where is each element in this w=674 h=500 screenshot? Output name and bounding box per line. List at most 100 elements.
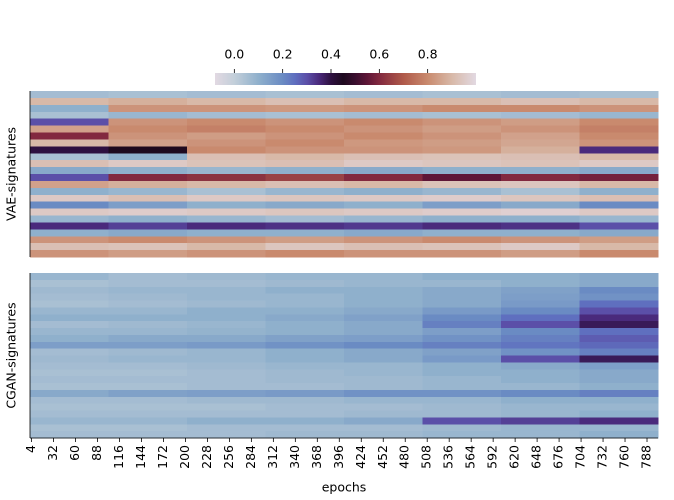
heatmap-cell [501,273,580,281]
heatmap-cell [344,201,423,209]
heatmap-cell [579,314,659,322]
y-axis-label: VAE-signatures [4,127,19,221]
heatmap-cell [30,97,109,106]
heatmap-cell [579,222,659,230]
heatmap-cell [30,396,109,405]
heatmap-cell [108,153,188,161]
heatmap-cell [579,369,659,377]
heatmap-cell [187,229,266,237]
heatmap-cell [422,153,502,161]
heatmap-cell [579,279,659,288]
heatmap-cell [108,236,188,244]
heatmap-cell [108,132,188,140]
heatmap-cell [344,396,423,405]
heatmap-cell [422,97,502,106]
heatmap-cell [187,146,266,154]
heatmap-cell [30,125,109,133]
heatmap-cell [265,431,345,439]
heatmap-cell [108,341,188,350]
x-tick-label: 480 [397,445,412,469]
y-axis-label: CGAN-signatures [4,302,19,408]
heatmap-cell [344,187,423,196]
heatmap-cell [265,104,345,113]
heatmap-cell [108,250,188,258]
heatmap-cell [422,410,502,418]
heatmap-cell [579,208,659,216]
heatmap-cell [30,417,109,425]
heatmap-cell [30,194,109,203]
heatmap-cell [187,334,266,343]
heatmap-cell [501,91,580,99]
heatmap-cell [187,300,266,308]
heatmap-cell [422,334,502,343]
heatmap-cell [501,321,580,329]
heatmap-cell [579,250,659,258]
heatmap-cell [265,194,345,203]
heatmap-cell [108,104,188,113]
heatmap-cell [579,118,659,126]
heatmap-cell [187,321,266,329]
heatmap-cell [187,369,266,377]
heatmap-cell [187,132,266,140]
heatmap-cell [422,250,502,258]
heatmap-cell [265,389,345,398]
heatmap-cell [579,383,659,391]
heatmap-cell [422,194,502,203]
heatmap-cell [422,286,502,295]
heatmap-cell [30,286,109,295]
heatmap-cell [422,293,502,301]
heatmap-cell [501,293,580,301]
heatmap-cell [344,243,423,251]
heatmap-cell [108,222,188,230]
heatmap-cell [344,125,423,133]
heatmap-cell [187,187,266,196]
heatmap-cell [344,383,423,391]
heatmap-cell [30,118,109,126]
heatmap-cell [108,111,188,120]
heatmap-cell [579,355,659,363]
heatmap-cell [579,194,659,203]
heatmap-cell [265,132,345,140]
heatmap-cell [501,201,580,209]
heatmap-cell [265,355,345,363]
heatmap-cell [501,328,580,336]
heatmap-cell [187,410,266,418]
heatmap-cell [265,91,345,99]
x-tick-label: 536 [441,445,456,469]
heatmap-cell [422,180,502,189]
heatmap-cell [108,410,188,418]
heatmap-cell [265,118,345,126]
heatmap-cell [108,125,188,133]
heatmap-cell [265,424,345,432]
x-tick-label: 676 [551,445,566,469]
heatmap-cell [265,229,345,237]
x-tick-label: 144 [133,445,148,469]
heatmap-cell [501,307,580,315]
heatmap-cell [187,417,266,425]
heatmap-cell [422,146,502,154]
heatmap-cell [422,383,502,391]
heatmap-cell [422,139,502,147]
heatmap-cell [501,118,580,126]
heatmap-cell [108,431,188,439]
heatmap-cell [422,118,502,126]
heatmap-cell [187,243,266,251]
heatmap-cell [422,321,502,329]
heatmap-cell [265,279,345,288]
heatmap-cell [265,321,345,329]
heatmap-cell [30,273,109,281]
heatmap-cell [30,180,109,189]
heatmap-cell [422,243,502,251]
heatmap-cell [187,293,266,301]
heatmap-cell [344,208,423,216]
heatmap-cell [422,369,502,377]
heatmap-cell [265,369,345,377]
heatmap-cell [187,236,266,244]
heatmap-cell [344,273,423,281]
heatmap-cell [579,201,659,209]
heatmap-cell [30,376,109,384]
heatmap-cell [30,321,109,329]
heatmap-cell [501,236,580,244]
heatmap-cell [579,243,659,251]
